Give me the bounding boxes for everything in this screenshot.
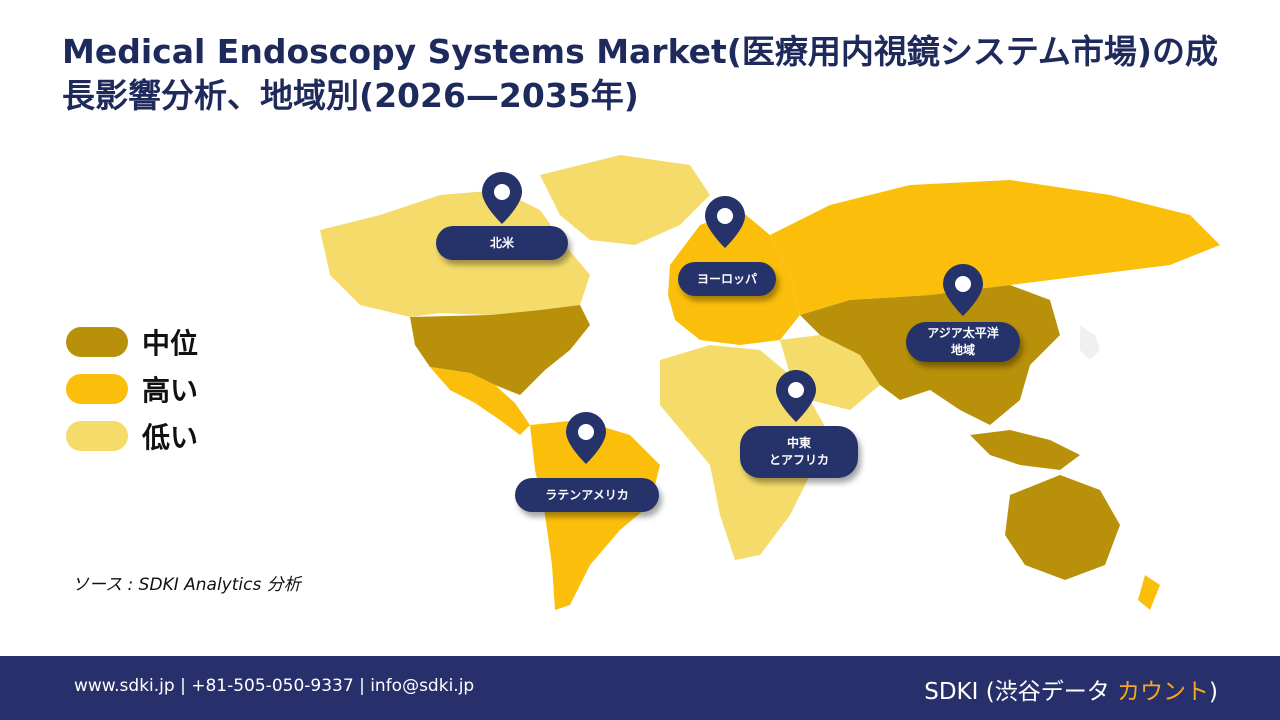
south-america-shape [530, 420, 660, 610]
location-pin-icon [705, 196, 745, 248]
brand-suffix: ) [1209, 679, 1218, 705]
legend-item: 低い [66, 412, 198, 459]
source-note: ソース : SDKI Analytics 分析 [72, 575, 301, 595]
footer-bar: www.sdki.jp | +81-505-050-9337 | info@sd… [0, 656, 1280, 720]
japan-shape [1080, 325, 1100, 360]
australia-shape [1005, 475, 1120, 580]
region-label-europe: ヨーロッパ [678, 262, 776, 296]
location-pin-icon [566, 412, 606, 464]
legend-label: 高い [142, 373, 199, 407]
legend-label: 低い [142, 420, 199, 454]
mexico-shape [430, 367, 530, 435]
legend-label: 中位 [142, 326, 199, 360]
location-pin-icon [776, 370, 816, 422]
russia-shape [770, 180, 1220, 315]
region-label-asia-pacific: アジア太平洋 地域 [906, 322, 1020, 362]
legend-swatch-high [66, 373, 128, 404]
world-map [320, 155, 1220, 610]
brand-accent: カウント [1117, 679, 1210, 705]
location-pin-icon [482, 172, 522, 224]
region-label-latin-america: ラテンアメリカ [515, 478, 659, 512]
se-asia-shape [970, 430, 1080, 470]
usa-shape [410, 305, 590, 395]
legend-item: 中位 [66, 318, 198, 365]
region-label-north-america: 北米 [436, 226, 568, 260]
greenland-shape [540, 155, 710, 245]
new-zealand-shape [1138, 575, 1160, 610]
legend: 中位 高い 低い [66, 318, 198, 459]
legend-swatch-medium [66, 326, 128, 357]
location-pin-icon [943, 264, 983, 316]
brand-prefix: SDKI (渋谷データ [924, 679, 1118, 705]
region-label-middle-east-africa: 中東 とアフリカ [740, 426, 858, 478]
legend-item: 高い [66, 365, 198, 412]
legend-swatch-low [66, 420, 128, 451]
footer-brand: SDKI (渋谷データ カウント) [924, 672, 1218, 706]
footer-contact[interactable]: www.sdki.jp | +81-505-050-9337 | info@sd… [74, 676, 475, 696]
page-title: Medical Endoscopy Systems Market(医療用内視鏡シ… [62, 32, 1218, 115]
